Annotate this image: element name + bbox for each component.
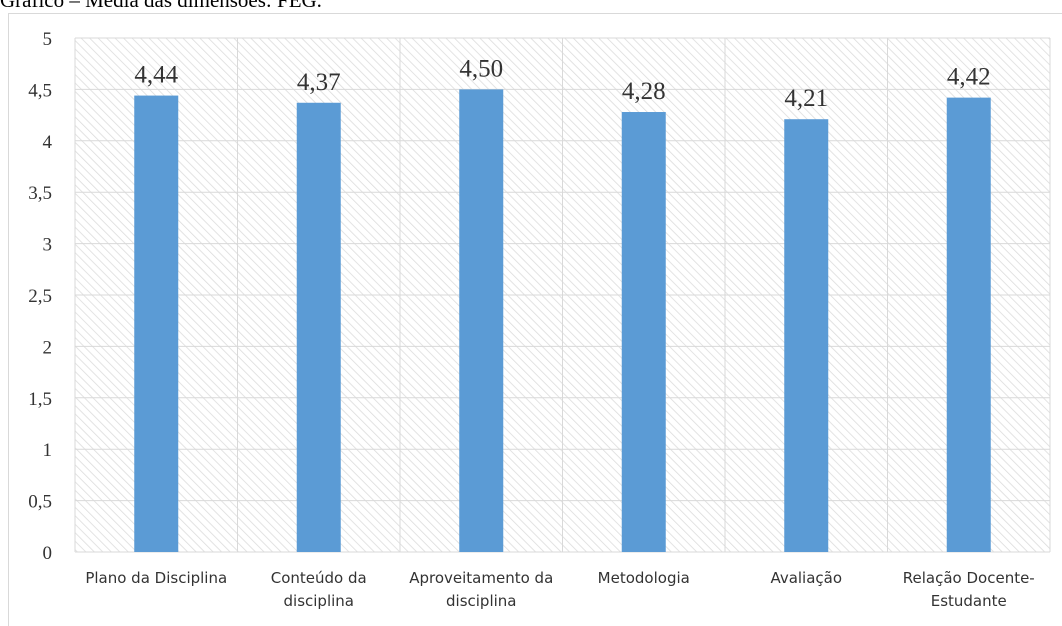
x-tick-label: Aproveitamento da disciplina [409, 569, 553, 610]
y-tick-label: 5 [43, 29, 53, 50]
data-label: 4,28 [622, 78, 666, 105]
x-tick-label: Conteúdo da disciplina [271, 569, 367, 610]
y-tick-label: 2,5 [28, 286, 52, 307]
y-tick-label: 1,5 [28, 389, 52, 410]
y-tick-label: 3,5 [28, 183, 52, 204]
y-tick-label: 1 [43, 440, 53, 461]
y-tick-label: 0 [43, 543, 53, 564]
bar [947, 98, 991, 552]
data-label: 4,50 [459, 55, 503, 82]
x-tick-label: Avaliação [770, 569, 842, 587]
x-tick-label-line: Plano da Disciplina [85, 569, 227, 587]
data-label: 4,42 [947, 64, 991, 91]
x-tick-label-line: Aproveitamento da [409, 569, 553, 587]
x-tick-label: Relação Docente- Estudante [903, 569, 1035, 610]
data-label: 4,21 [784, 85, 828, 112]
x-tick-label-line: disciplina [284, 592, 354, 610]
bar [622, 112, 666, 552]
y-tick-label: 4,5 [28, 80, 52, 101]
bar [459, 89, 503, 552]
bar [784, 119, 828, 552]
data-label: 4,37 [297, 69, 341, 96]
x-tick-label-line: Conteúdo da [271, 569, 367, 587]
x-tick-label: Plano da Disciplina [85, 569, 227, 587]
x-tick-label: Metodologia [598, 569, 690, 587]
x-tick-label-line: Estudante [931, 592, 1007, 610]
y-axis-ticks: 0 0,5 1 1,5 2 2,5 3 3,5 4 4,5 5 [28, 29, 52, 564]
bar [297, 103, 341, 552]
y-tick-label: 0,5 [28, 492, 52, 513]
x-tick-label-line: Metodologia [598, 569, 690, 587]
data-label: 4,44 [134, 62, 178, 89]
x-tick-label-line: Relação Docente- [903, 569, 1035, 587]
x-axis-ticks: Plano da Disciplina Conteúdo da disciplina… [85, 569, 1034, 610]
x-tick-label-line: Avaliação [770, 569, 842, 587]
bar [134, 96, 178, 552]
y-tick-label: 2 [43, 337, 53, 358]
y-tick-label: 4 [43, 132, 53, 153]
y-tick-label: 3 [43, 235, 53, 256]
x-tick-label-line: disciplina [446, 592, 516, 610]
